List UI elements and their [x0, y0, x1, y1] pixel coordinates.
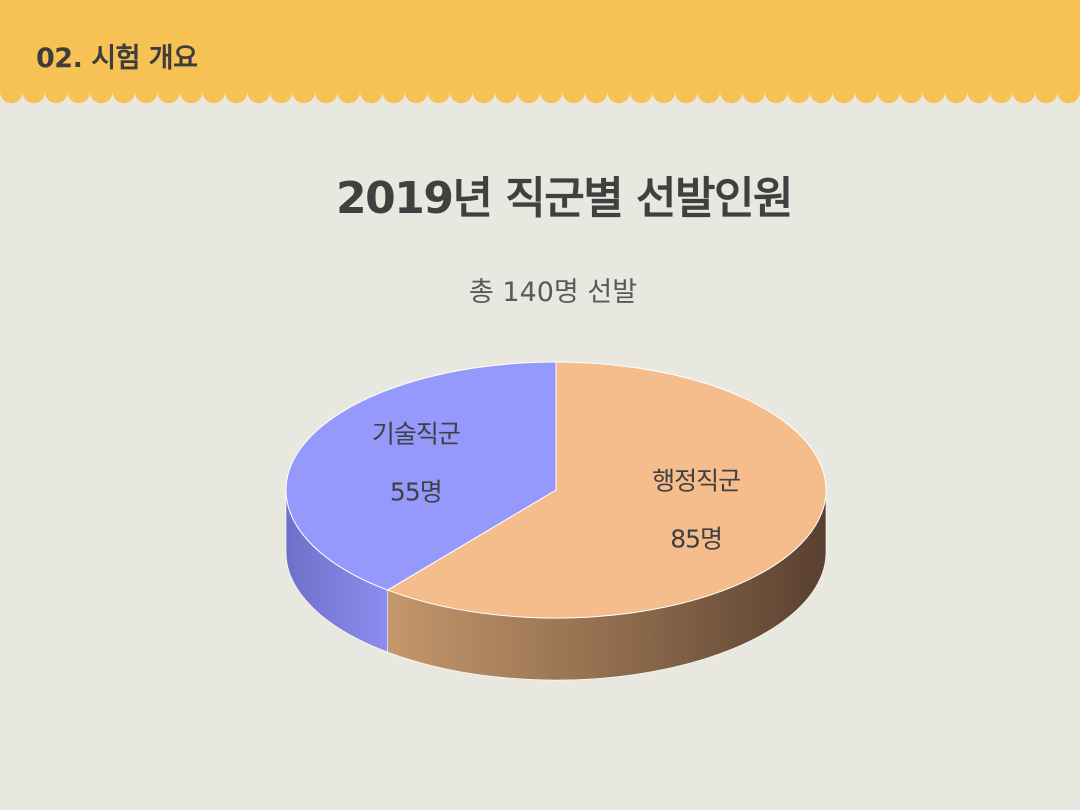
- pie-labels: 행정직군 85명 기술직군 55명: [372, 420, 741, 554]
- slice-label: 기술직군: [372, 420, 460, 449]
- header-band: [0, 0, 1080, 110]
- pie-tops: [285, 361, 827, 619]
- pie-sides: [285, 489, 827, 681]
- chart-title: 2019년 직군별 선발인원: [336, 173, 793, 224]
- pie-slice: [285, 361, 557, 591]
- chart-subtitle: 총 140명 선발: [468, 277, 638, 308]
- scalloped-header-shape: [0, 0, 1080, 104]
- pie-slice-side: [285, 489, 388, 653]
- section-title: 02. 시험 개요: [36, 43, 198, 74]
- header-band-fill: [0, 0, 1080, 104]
- slice-label: 행정직군: [652, 466, 740, 495]
- pie-slice: [386, 361, 827, 619]
- slice-value-label: 55명: [390, 478, 442, 507]
- pie-slice-side: [387, 489, 827, 681]
- slice-value-label: 85명: [670, 524, 722, 553]
